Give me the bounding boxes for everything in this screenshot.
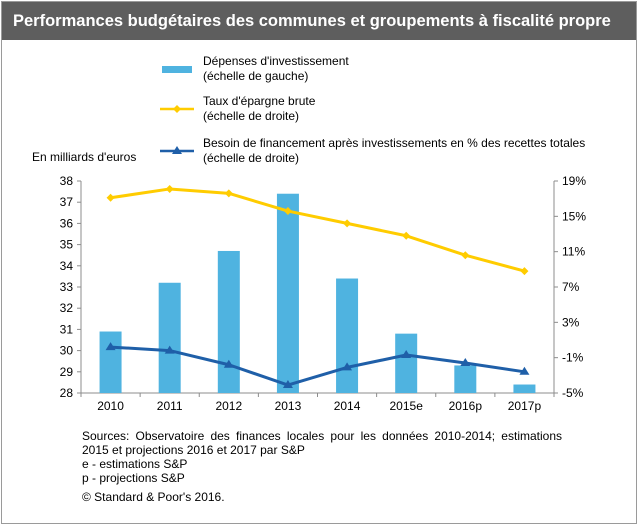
left-tick-label: 30 [60,344,74,358]
line-diamond-marker-icon [160,105,194,113]
right-tick-label: 3% [562,315,580,329]
left-tick-label: 31 [60,322,74,336]
legend-sublabel: (échelle de droite) [203,109,300,123]
line-point [105,342,116,351]
left-tick-label: 36 [60,216,74,230]
series-line [110,187,525,273]
bar [276,193,299,393]
line-point [165,184,174,193]
series-line [110,345,525,387]
right-tick-label: 7% [562,280,580,294]
x-tick-label: 2013 [275,399,302,413]
legend-sublabel: (échelle de droite) [203,151,300,165]
left-tick-label: 35 [60,238,74,252]
legend-label: Taux d'épargne brute [203,94,316,108]
left-tick-label: 32 [60,301,74,315]
left-tick-label: 34 [60,259,74,273]
bar [99,331,122,393]
line-point [224,189,233,198]
bar [454,365,477,393]
right-tick-label: -1% [562,351,584,365]
line-point [106,193,115,202]
left-tick-label: 28 [60,386,74,400]
x-tick-label: 2016p [449,399,483,413]
line-point [164,345,175,354]
line-point [519,366,530,375]
x-tick-label: 2015e [390,399,424,413]
left-tick-label: 38 [60,174,74,188]
chart-title: Performances budgétaires des communes et… [2,2,636,40]
bar [336,278,359,393]
x-tick-label: 2017p [508,399,542,413]
right-tick-label: -5% [562,386,584,400]
x-tick-label: 2010 [97,399,124,413]
line-point [283,207,292,216]
line-point [343,219,352,228]
x-tick-label: 2014 [334,399,361,413]
copyright: © Standard & Poor's 2016. [82,490,225,504]
line-point [223,359,234,368]
line-point [282,380,293,389]
sources-line-1: Sources: Observatoire des finances local… [82,429,562,443]
bar [513,384,536,393]
x-tick-label: 2011 [157,399,183,413]
sources-line-2: 2015 et projections 2016 et 2017 par S&P [82,443,305,457]
bar [158,282,181,393]
left-tick-label: 37 [60,195,74,209]
right-tick-label: 15% [562,209,586,223]
line-point [401,350,412,359]
bar-swatch-icon [162,66,192,73]
sources-line-4: p - projections S&P [82,471,185,485]
line-triangle-marker-icon [160,146,194,154]
line-point [461,251,470,260]
x-tick-label: 2012 [215,399,242,413]
left-tick-label: 33 [60,280,74,294]
legend-sublabel: (échelle de gauche) [203,69,309,83]
line-point [342,362,353,371]
sources-note: Sources: Observatoire des finances local… [82,429,562,485]
line-point [520,267,529,276]
bar [217,250,240,393]
right-tick-label: 11% [562,245,585,259]
legend-label: Besoin de financement après investisseme… [203,136,586,150]
left-axis-title: En milliards d'euros [32,150,137,164]
line-point [402,231,411,240]
legend-label: Dépenses d'investissement [203,54,349,68]
bar [395,333,418,393]
left-tick-label: 29 [60,365,74,379]
right-tick-label: 19% [562,174,586,188]
line-point [460,357,471,366]
sources-line-3: e - estimations S&P [82,457,188,471]
